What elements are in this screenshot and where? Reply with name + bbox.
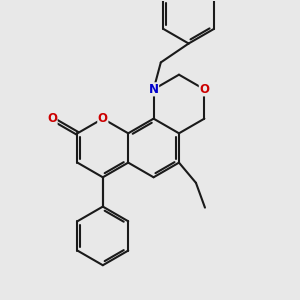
Text: N: N xyxy=(148,83,159,96)
Text: O: O xyxy=(200,83,209,96)
Text: O: O xyxy=(98,112,108,125)
Text: O: O xyxy=(47,112,57,125)
